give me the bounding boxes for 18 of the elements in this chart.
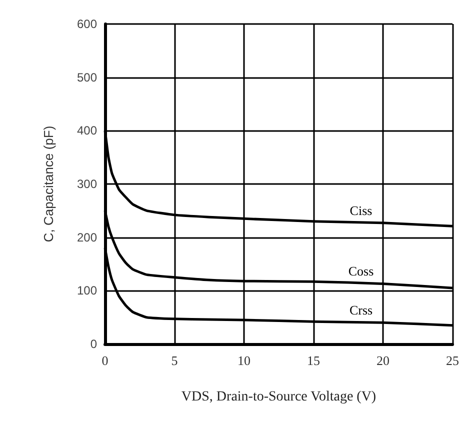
y-tick-label: 200 (76, 230, 98, 244)
y-tick-label: 600 (76, 17, 98, 31)
series-label: Ciss (350, 202, 372, 218)
x-tick-label: 10 (238, 353, 250, 368)
y-tick-label: 0 (90, 337, 98, 351)
y-tick-label: 100 (76, 284, 98, 298)
y-axis-title: C, Capacitance (pF) (41, 126, 56, 242)
x-axis-title: VDS, Drain-to-Source Voltage (V) (181, 390, 376, 404)
x-tick-label: 5 (171, 353, 178, 368)
y-tick-label: 300 (76, 177, 98, 191)
x-tick-label: 25 (446, 353, 459, 368)
series-label: Crss (349, 302, 373, 318)
series-label: Coss (348, 264, 374, 279)
x-tick-label: 20 (376, 353, 390, 368)
y-tick-label: 400 (76, 124, 98, 138)
y-tick-label: 500 (76, 70, 98, 84)
x-tick-label: 15 (307, 353, 320, 368)
x-tick-label: 0 (102, 353, 108, 368)
